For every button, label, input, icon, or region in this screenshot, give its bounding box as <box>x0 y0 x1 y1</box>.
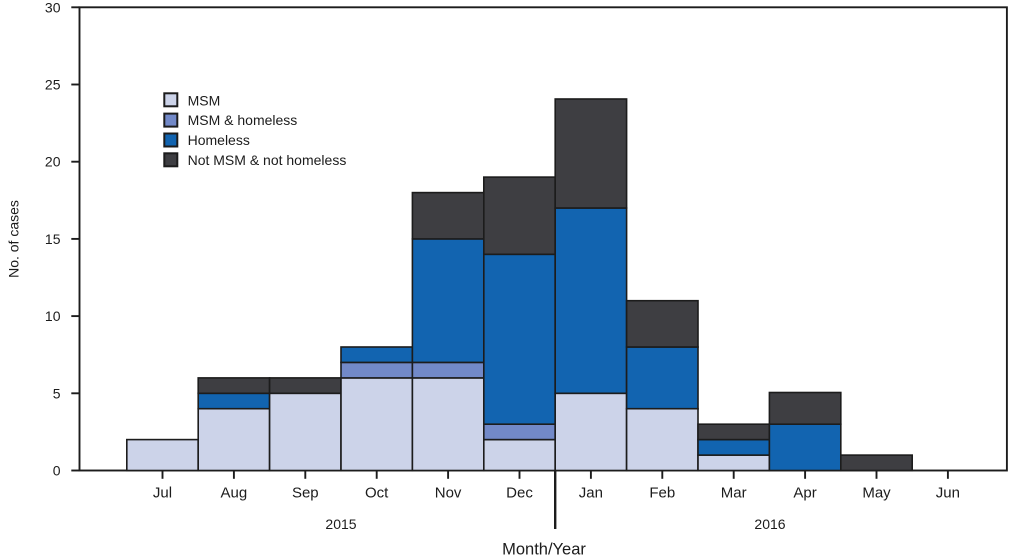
svg-text:20: 20 <box>45 154 61 170</box>
svg-text:Apr: Apr <box>793 485 816 502</box>
svg-text:5: 5 <box>53 385 61 401</box>
svg-text:15: 15 <box>45 231 61 247</box>
svg-text:2016: 2016 <box>754 516 785 532</box>
svg-text:Aug: Aug <box>221 485 248 502</box>
svg-text:Mar: Mar <box>721 485 747 502</box>
svg-text:Month/Year: Month/Year <box>502 541 586 558</box>
svg-text:MSM: MSM <box>188 92 221 108</box>
svg-text:Nov: Nov <box>435 485 462 502</box>
svg-text:2015: 2015 <box>325 516 356 532</box>
svg-text:Not MSM & not homeless: Not MSM & not homeless <box>188 152 347 168</box>
svg-text:Homeless: Homeless <box>188 132 250 148</box>
svg-text:Sep: Sep <box>292 485 319 502</box>
svg-text:Jun: Jun <box>936 485 960 502</box>
svg-text:0: 0 <box>53 463 61 479</box>
svg-text:Jan: Jan <box>579 485 603 502</box>
svg-text:Oct: Oct <box>365 485 389 502</box>
svg-text:Feb: Feb <box>649 485 675 502</box>
svg-text:MSM & homeless: MSM & homeless <box>188 112 298 128</box>
svg-text:Jul: Jul <box>153 485 172 502</box>
svg-text:Dec: Dec <box>506 485 533 502</box>
svg-text:10: 10 <box>45 308 61 324</box>
svg-text:25: 25 <box>45 77 61 93</box>
svg-text:No. of cases: No. of cases <box>6 200 22 278</box>
svg-text:May: May <box>862 485 891 502</box>
svg-text:30: 30 <box>45 0 61 15</box>
